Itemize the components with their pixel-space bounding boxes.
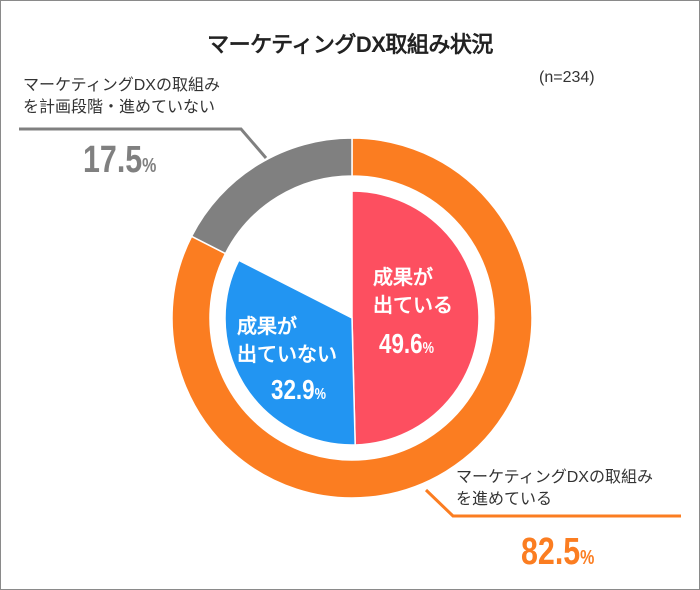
result-no-line1: 成果が: [237, 316, 297, 338]
outer-slice-1: [190, 137, 353, 255]
planning-value: 17.5%: [83, 139, 157, 181]
result-no-line2: 出ていない: [237, 344, 337, 366]
doing-label-line2: を進めている: [456, 491, 553, 508]
chart-title: マーケティングDX取組み状況: [207, 32, 493, 57]
result-yes-value: 49.6%: [379, 328, 434, 359]
result-yes-line2: 出ている: [373, 295, 453, 317]
doing-label-line1: マーケティングDXの取組み: [456, 469, 653, 486]
sample-size: (n=234): [539, 69, 595, 86]
doing-leader-line: [424, 488, 681, 518]
planning-label: マーケティングDXの取組み を計画段階・進めていない: [23, 75, 220, 119]
planning-label-line2: を計画段階・進めていない: [23, 99, 216, 116]
result-no-value: 32.9%: [271, 374, 326, 405]
result-yes-label: 成果が 出ている: [373, 264, 453, 320]
result-no-label: 成果が 出ていない: [237, 313, 337, 369]
planning-label-line1: マーケティングDXの取組み: [23, 77, 220, 94]
inner-slice-0: [351, 190, 480, 446]
planning-leader-line: [19, 127, 268, 159]
result-yes-line1: 成果が: [373, 267, 433, 289]
outer-slice-0: [171, 137, 533, 499]
inner-slice-1: [224, 259, 356, 446]
doing-label: マーケティングDXの取組み を進めている: [456, 467, 653, 511]
doing-value: 82.5%: [521, 531, 595, 573]
